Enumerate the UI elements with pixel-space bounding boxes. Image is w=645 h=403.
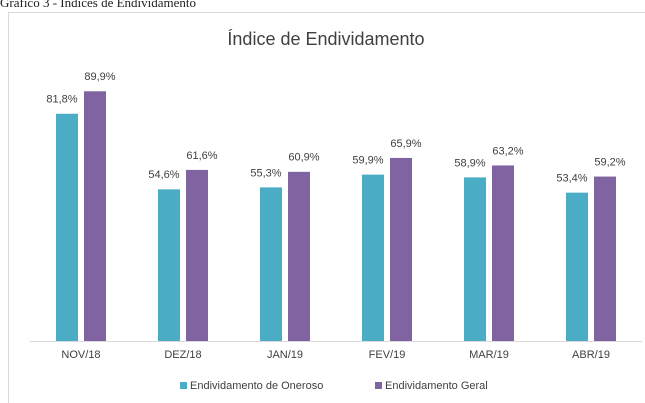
data-label: 55,3% bbox=[250, 167, 281, 179]
data-label: 60,9% bbox=[288, 152, 319, 164]
bar bbox=[390, 157, 412, 341]
bar bbox=[288, 171, 310, 341]
data-label: 61,6% bbox=[186, 150, 217, 162]
x-tick-label: DEZ/18 bbox=[164, 349, 201, 361]
bar bbox=[56, 113, 78, 342]
bar bbox=[492, 165, 514, 341]
bar bbox=[84, 91, 106, 342]
bar bbox=[566, 192, 588, 341]
bar bbox=[594, 176, 616, 341]
x-tick-label: JAN/19 bbox=[267, 349, 303, 361]
data-label: 54,6% bbox=[148, 169, 179, 181]
x-tick-label: FEV/19 bbox=[369, 349, 406, 361]
bar bbox=[464, 177, 486, 341]
data-label: 59,9% bbox=[352, 155, 383, 167]
legend-label: Endividamento de Oneroso bbox=[190, 380, 323, 392]
data-label: 89,9% bbox=[84, 71, 115, 83]
data-label: 65,9% bbox=[390, 138, 421, 150]
data-label: 81,8% bbox=[46, 94, 77, 106]
bar bbox=[158, 189, 180, 341]
legend-swatch bbox=[375, 382, 382, 389]
x-tick-label: ABR/19 bbox=[572, 349, 610, 361]
bar bbox=[260, 187, 282, 341]
data-label: 53,4% bbox=[556, 173, 587, 185]
bar bbox=[186, 169, 208, 341]
chart-frame bbox=[8, 12, 645, 403]
legend-label: Endividamento Geral bbox=[385, 380, 488, 392]
caption: Gráfico 3 - Índices de Endividamento bbox=[0, 0, 196, 10]
chart-title: Índice de Endividamento bbox=[227, 29, 424, 49]
bar bbox=[362, 174, 384, 341]
x-tick-label: NOV/18 bbox=[61, 349, 100, 361]
data-label: 58,9% bbox=[454, 157, 485, 169]
data-label: 63,2% bbox=[492, 145, 523, 157]
data-label: 59,2% bbox=[594, 156, 625, 168]
x-tick-label: MAR/19 bbox=[469, 349, 509, 361]
legend-swatch bbox=[180, 382, 187, 389]
